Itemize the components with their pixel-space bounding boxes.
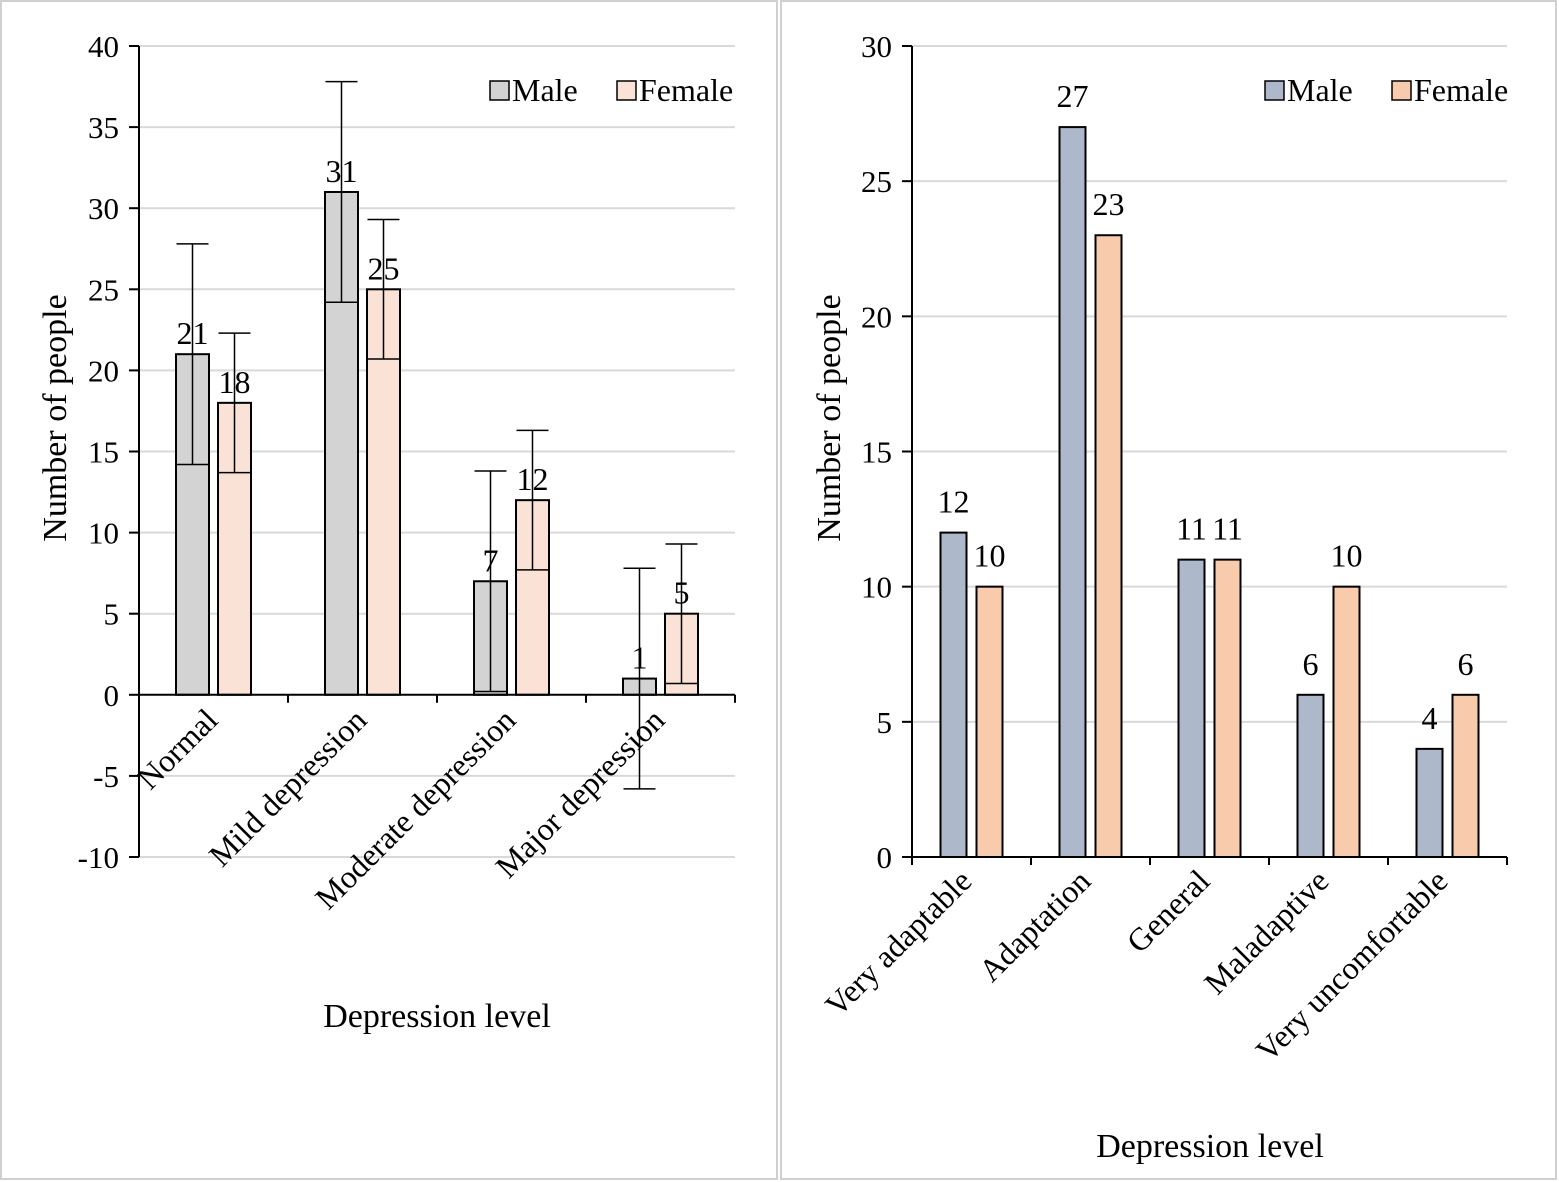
right-bar-male: [1296, 693, 1325, 858]
left-y-tick-label: -5: [93, 759, 119, 794]
right-bar-male: [1415, 747, 1444, 858]
right-legend-swatch-female: [1391, 80, 1412, 101]
right-data-label: 27: [1057, 78, 1089, 114]
right-y-tick-label: 25: [861, 164, 892, 199]
left-y-tick-label: 35: [88, 110, 119, 145]
left-chart: -10 -5 0 5 10 15 20 25 30 35 40 21 31 7 1 18 25 12 5 Normal…: [78, 29, 736, 916]
left-x-axis-title: Depression level: [323, 998, 551, 1035]
left-data-label: 1: [632, 640, 648, 676]
left-data-label: 5: [674, 575, 690, 611]
right-bar-female: [1451, 693, 1480, 858]
left-data-label: 31: [326, 153, 358, 189]
right-category-label: General: [1119, 862, 1216, 959]
left-y-tick-label: 40: [88, 29, 119, 64]
right-category-label: Adaptation: [971, 862, 1097, 988]
left-legend-label-male: Male: [512, 72, 578, 108]
left-y-tick-label: 30: [88, 191, 119, 226]
right-data-label: 6: [1458, 646, 1474, 682]
left-y-tick-label: 25: [88, 272, 119, 307]
right-category-label: Very adaptable: [818, 862, 979, 1023]
right-y-tick-label: 20: [861, 299, 892, 334]
left-legend-swatch-female: [616, 80, 637, 101]
right-y-tick-label: 10: [861, 570, 892, 605]
right-data-label: 11: [1212, 511, 1243, 547]
right-data-label: 4: [1422, 700, 1438, 736]
right-legend-label-female: Female: [1414, 72, 1508, 108]
right-data-label: 10: [1331, 538, 1363, 574]
left-data-label: 12: [517, 461, 549, 497]
right-bar-female: [1094, 234, 1123, 858]
left-y-tick-label: 5: [104, 597, 120, 632]
right-data-label: 12: [938, 484, 970, 520]
right-bar-female: [975, 585, 1004, 859]
right-y-tick-label: 5: [877, 705, 893, 740]
left-category-label: Mild depression: [202, 701, 374, 873]
left-y-tick-label: 0: [104, 678, 120, 713]
left-legend-swatch-male: [489, 80, 510, 101]
right-x-axis-title: Depression level: [1096, 1128, 1324, 1165]
right-legend-swatch-male: [1264, 80, 1285, 101]
left-y-axis-title: Number of people: [37, 294, 74, 541]
right-y-tick-label: 15: [861, 435, 892, 470]
left-y-tick-label: 10: [88, 516, 119, 551]
right-bar-male: [1177, 558, 1206, 859]
left-y-tick-label: 20: [88, 353, 119, 388]
right-bar-male: [1058, 126, 1087, 859]
right-data-label: 11: [1176, 511, 1207, 547]
right-data-label: 10: [974, 538, 1006, 574]
left-y-tick-label: 15: [88, 435, 119, 470]
left-data-label: 21: [177, 315, 209, 351]
right-legend-label-male: Male: [1287, 72, 1353, 108]
right-y-axis-title: Number of people: [811, 294, 848, 541]
right-y-tick-label: 30: [861, 29, 892, 64]
right-data-label: 23: [1093, 186, 1125, 222]
left-category-label: Normal: [130, 701, 225, 796]
right-bar-female: [1332, 585, 1361, 859]
left-data-label: 7: [483, 542, 499, 578]
right-data-label: 6: [1303, 646, 1319, 682]
left-legend-label-female: Female: [639, 72, 733, 108]
left-y-tick-label: -10: [78, 840, 119, 875]
left-data-label: 25: [368, 250, 400, 286]
right-bar-female: [1213, 558, 1242, 859]
left-data-label: 18: [219, 364, 251, 400]
right-bar-male: [939, 531, 968, 858]
right-chart-panel: [780, 0, 1557, 1180]
right-y-tick-label: 0: [877, 840, 893, 875]
